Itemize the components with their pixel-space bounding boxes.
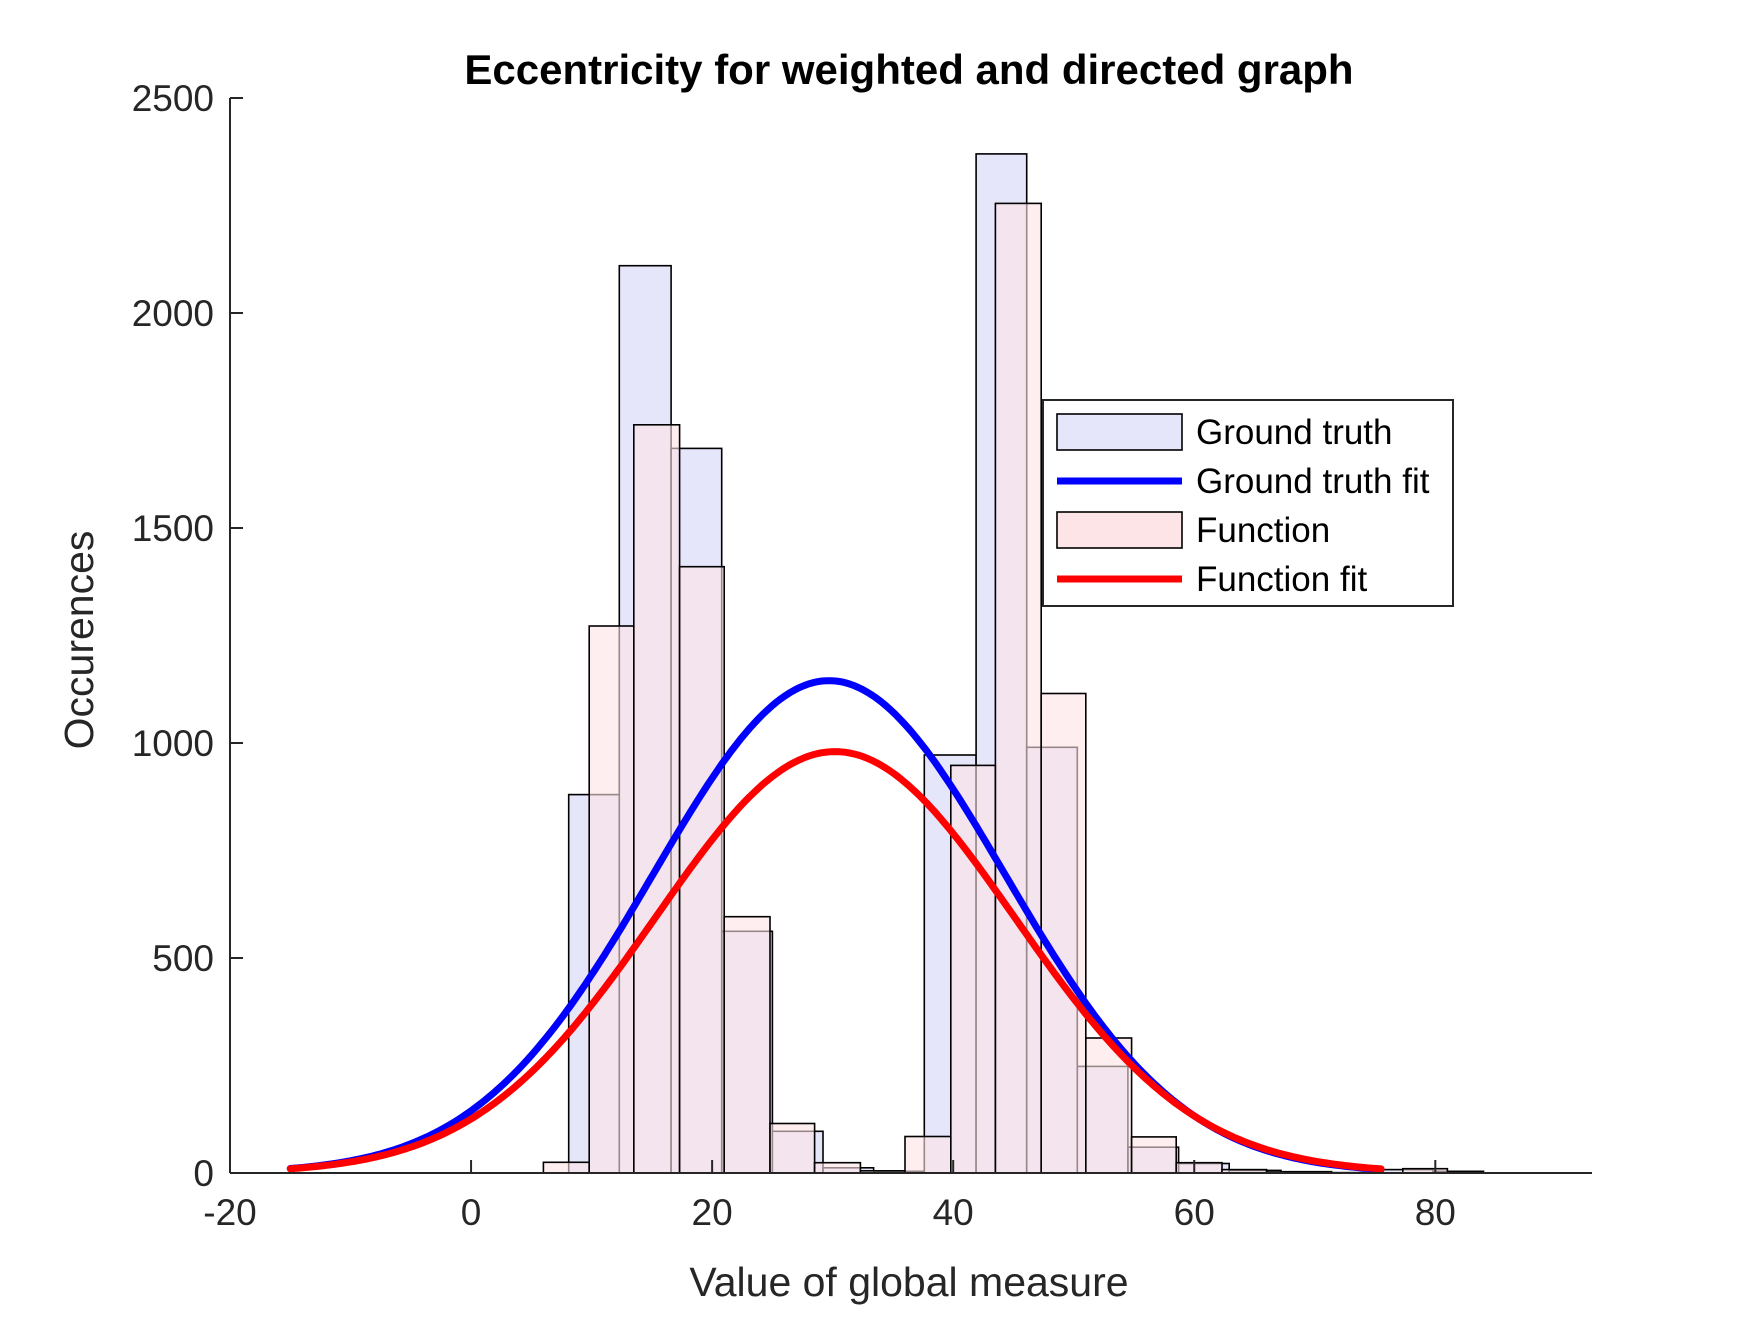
x-axis-label: Value of global measure [689,1259,1128,1305]
function-bar-13 [1132,1137,1177,1173]
function-bar-0 [543,1162,589,1173]
legend-swatch-2 [1057,512,1182,548]
y-tick-label: 1000 [132,723,214,764]
legend-swatch-0 [1057,414,1182,450]
function-bar-11 [1041,694,1086,1174]
y-tick-label: 500 [152,938,214,979]
function-bar-10 [995,203,1041,1173]
function-bar-4 [724,917,770,1173]
function-bar-14 [1176,1163,1222,1173]
x-tick-label: 40 [933,1192,974,1233]
y-tick-label: 0 [193,1153,214,1194]
x-tick-label: 0 [461,1192,482,1233]
y-tick-label: 1500 [132,508,214,549]
axes [230,98,1592,1173]
y-tick-label: 2500 [132,78,214,119]
x-tick-label: 60 [1174,1192,1215,1233]
function-bar-8 [905,1137,951,1174]
legend-label-1: Ground truth fit [1196,462,1430,501]
legend-label-3: Function fit [1196,560,1367,599]
function-bars [543,203,1447,1173]
legend-label-0: Ground truth [1196,413,1393,452]
function-bar-1 [589,626,634,1173]
function-fit-line [290,752,1381,1169]
function-bar-5 [770,1124,815,1174]
fit-curves [290,681,1381,1170]
x-tick-label: 20 [692,1192,733,1233]
function-bar-6 [815,1163,861,1173]
legend: Ground truth Ground truth fit Function Func… [1043,400,1453,606]
legend-label-2: Function [1196,511,1330,550]
y-tick-label: 2000 [132,293,214,334]
x-tick-label: -20 [203,1192,256,1233]
y-axis-label: Occurences [56,531,102,750]
function-bar-2 [634,425,680,1173]
x-tick-label: 80 [1415,1192,1456,1233]
chart-title: Eccentricity for weighted and directed g… [464,46,1353,93]
